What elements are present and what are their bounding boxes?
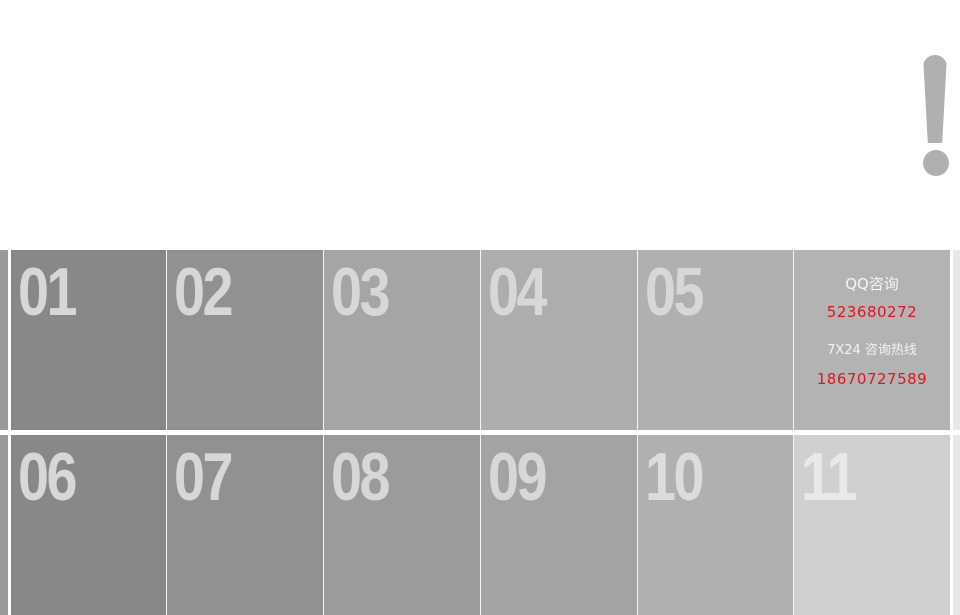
qq-number[interactable]: 523680272	[826, 303, 918, 321]
tile-row-2: 06 07 08 09 10 11	[11, 435, 950, 615]
tile-number: 08	[331, 439, 391, 515]
tile-number: 04	[488, 254, 548, 330]
contact-panel: QQ咨询 523680272 7X24 咨询热线 18670727589	[794, 250, 950, 430]
tile-09[interactable]: 09	[481, 435, 638, 615]
tile-number: 07	[174, 439, 234, 515]
tile-06[interactable]: 06	[11, 435, 167, 615]
tile-11[interactable]: 11	[794, 435, 950, 615]
tile-number: 02	[174, 254, 234, 330]
tile-03[interactable]: 03	[324, 250, 481, 430]
tile-number: 11	[801, 439, 857, 515]
tile-number: 09	[488, 439, 548, 515]
tile-number: 05	[645, 254, 705, 330]
tile-01[interactable]: 01	[11, 250, 167, 430]
tile-number: 03	[331, 254, 391, 330]
exclamation-bar	[923, 55, 947, 143]
qq-consult-label: QQ咨询	[845, 275, 899, 293]
tile-number: 10	[645, 439, 705, 515]
tile-row-1: 01 02 03 04 05 QQ咨询 523680272 7X24 咨询热线 …	[11, 250, 950, 430]
hotline-label: 7X24 咨询热线	[827, 343, 917, 358]
right-edge-strip	[953, 435, 960, 615]
tile-number: 06	[18, 439, 78, 515]
exclamation-dot	[923, 150, 949, 176]
exclamation-icon	[920, 55, 950, 177]
hotline-number[interactable]: 18670727589	[816, 370, 928, 388]
tile-08[interactable]: 08	[324, 435, 481, 615]
right-edge-strip	[953, 250, 960, 430]
tile-number: 01	[18, 254, 78, 330]
tile-05[interactable]: 05	[638, 250, 794, 430]
tile-04[interactable]: 04	[481, 250, 638, 430]
left-edge-strip	[0, 250, 8, 430]
tile-02[interactable]: 02	[167, 250, 324, 430]
left-edge-strip	[0, 435, 8, 615]
tile-10[interactable]: 10	[638, 435, 794, 615]
tile-07[interactable]: 07	[167, 435, 324, 615]
